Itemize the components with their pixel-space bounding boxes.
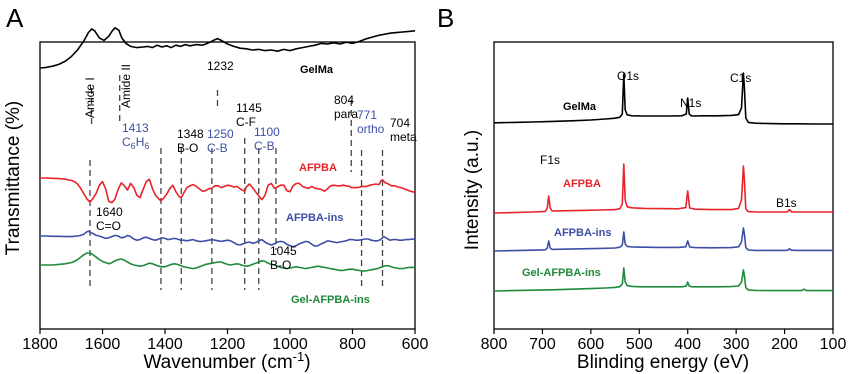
anno-704-meta-line-1: 704	[390, 116, 410, 130]
ftir-x-tick-label-800: 800	[339, 336, 366, 353]
anno-704-meta-line-2: meta	[390, 130, 417, 144]
anno-704-meta: 704 meta	[390, 116, 417, 144]
anno-1640-c-o-line-1: 1640	[96, 205, 123, 219]
ftir-line-gel-afpba-ins	[40, 252, 415, 272]
ftir-x-tick-label-1400: 1400	[147, 336, 183, 353]
anno-1045-b-o-line-2: B-O	[270, 258, 291, 272]
anno-1413-c6h6-formula-part-1: C	[122, 135, 131, 149]
y-axis-title-transmittance: Transmittance (%)	[3, 101, 24, 256]
panel-a-series-group	[39, 26, 416, 272]
peak-label-n1s: N1s	[680, 96, 701, 110]
anno-1145-c-f-line-1: 1145	[236, 101, 262, 115]
xps-x-tick-label-800: 800	[481, 336, 508, 353]
anno-1145-c-f-line-2: C-F	[236, 115, 256, 129]
anno-1348-b-o-line-1: 1348	[177, 127, 204, 141]
ftir-x-tick-label-1800: 1800	[22, 336, 58, 353]
panel-b-series-group	[493, 72, 833, 292]
x-axis-title-superscript: -1	[293, 349, 305, 364]
series-label-afpba-ins-xps: AFPBA-ins	[554, 227, 611, 239]
x-axis-title-close: )	[304, 352, 310, 373]
ftir-line-afpba	[40, 177, 416, 204]
anno-771-ortho: 771 ortho	[357, 108, 385, 136]
panel-b-plot-frame	[493, 41, 834, 330]
peak-label-b1s: B1s	[776, 196, 797, 210]
panel-a-x-ticks: 1800 1600 1400 1200 1000 800 600	[22, 329, 428, 353]
anno-1348-b-o-line-2: B-O	[177, 141, 198, 155]
anno-1413-c6h6-formula-part-4: 6	[144, 141, 149, 151]
anno-1348-b-o: 1348 B-O	[177, 127, 204, 155]
series-label-afpba: AFPBA	[299, 162, 337, 174]
series-label-afpba-xps: AFPBA	[563, 178, 601, 190]
xps-x-tick-label-400: 400	[674, 336, 701, 353]
anno-1045-b-o: 1045 B-O	[270, 244, 297, 272]
ftir-x-tick-label-1600: 1600	[85, 336, 121, 353]
panel-b-x-ticks: 800 700 600 500 400 300 200 100	[481, 329, 847, 353]
xps-x-tick-label-200: 200	[771, 336, 798, 353]
panel-b-label: B	[437, 3, 454, 33]
series-label-gel-afpba-ins: Gel-AFPBA-ins	[291, 294, 370, 306]
xps-line-afpba	[493, 163, 833, 214]
anno-804-para-line-1: 804	[334, 93, 354, 107]
panel-b-xps-chart: B O1s N1s C1s F1s B1s 800 700 600 500 400 300 200 1…	[437, 3, 846, 373]
xps-line-afpba-ins	[493, 227, 833, 252]
anno-1250-c-b-line-1: 1250	[207, 127, 234, 141]
anno-1413-c6h6-line-1: 1413	[122, 121, 149, 135]
anno-1100-c-b-line-1: 1100	[254, 125, 280, 139]
series-label-gelma: GelMa	[300, 64, 334, 76]
anno-1640-c-o-line-2: C=O	[96, 219, 121, 233]
x-axis-title-binding-energy: Blinding energy (eV)	[577, 352, 749, 373]
series-label-gel-afpba-ins-xps: Gel-AFPBA-ins	[522, 267, 601, 279]
anno-1640-c-o: 1640 C=O	[96, 205, 123, 233]
ftir-x-tick-label-600: 600	[402, 336, 429, 353]
series-label-afpba-ins: AFPBA-ins	[286, 212, 343, 224]
x-axis-title-main: Wavenumber (cm	[143, 352, 292, 373]
anno-804-para-line-2: para	[334, 107, 358, 121]
anno-1045-b-o-line-1: 1045	[270, 244, 297, 258]
anno-1413-c6h6-formula-part-2: 6	[131, 141, 136, 151]
xps-line-gelma	[493, 72, 833, 125]
peak-label-f1s: F1s	[540, 153, 560, 167]
anno-1413-c6h6: 1413 C6H6	[122, 121, 149, 151]
anno-1250-c-b-line-2: C-B	[207, 141, 228, 155]
anno-amide-ii: Amide II	[119, 64, 133, 108]
anno-771-ortho-line-1: 771	[357, 108, 377, 122]
x-axis-title-wavenumber: Wavenumber (cm-1)	[143, 349, 310, 373]
panel-a-reference-lines	[89, 75, 384, 290]
anno-771-ortho-line-2: ortho	[357, 122, 385, 136]
xps-x-tick-label-100: 100	[820, 336, 847, 353]
peak-label-o1s: O1s	[617, 69, 639, 83]
peak-label-c1s: C1s	[730, 71, 751, 85]
anno-1145-c-f: 1145 C-F	[236, 101, 262, 129]
series-label-gelma-xps: GelMa	[563, 101, 597, 113]
ftir-x-tick-label-1000: 1000	[272, 336, 308, 353]
ftir-line-afpba-ins	[40, 230, 416, 248]
panel-b-annotations: O1s N1s C1s F1s B1s	[540, 69, 797, 210]
xps-x-tick-label-300: 300	[723, 336, 750, 353]
y-axis-title-intensity: Intensity (a.u.)	[462, 130, 483, 250]
anno-amide-i: Amide I	[83, 77, 97, 118]
xps-line-gel-afpba-ins	[493, 267, 833, 292]
ftir-line-gelma	[39, 26, 416, 69]
anno-1413-c6h6-line-2: C6H6	[122, 135, 149, 151]
anno-1250-c-b: 1250 C-B	[207, 127, 234, 155]
anno-1232-line-1: 1232	[207, 59, 234, 73]
panel-a-label: A	[6, 3, 24, 33]
anno-1100-c-b: 1100 C-B	[254, 125, 280, 153]
ftir-x-tick-label-1200: 1200	[210, 336, 246, 353]
xps-x-tick-label-600: 600	[578, 336, 605, 353]
xps-x-tick-label-500: 500	[626, 336, 653, 353]
anno-1100-c-b-line-2: C-B	[254, 139, 275, 153]
xps-x-tick-label-700: 700	[529, 336, 556, 353]
anno-804-para: 804 para	[334, 93, 358, 121]
anno-1232: 1232	[207, 59, 234, 73]
anno-1413-c6h6-formula-part-3: H	[136, 135, 145, 149]
